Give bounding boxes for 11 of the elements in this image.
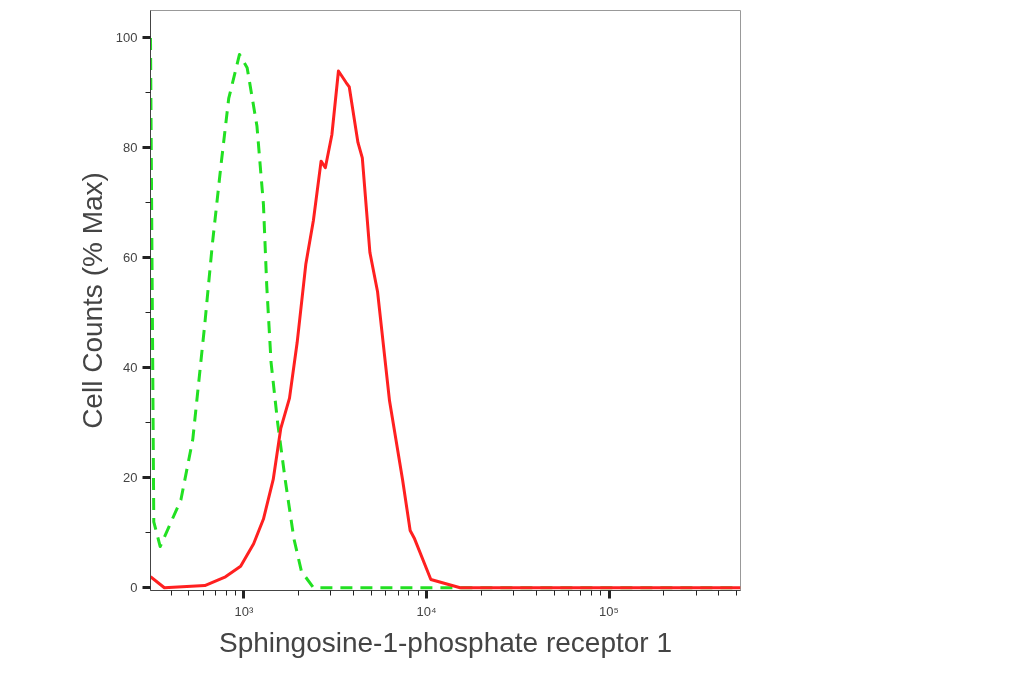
y-axis-title: Cell Counts (% Max) [76,172,108,429]
y-tick-label: 20 [123,470,138,486]
x-tick-label: 10⁴ [416,603,437,619]
x-tick-label: 10⁵ [599,603,619,619]
y-tick-label: 80 [123,140,138,156]
y-tick-label: 0 [130,580,138,596]
y-tick-label: 60 [123,250,138,266]
x-tick-label: 10³ [234,603,254,619]
y-tick-label: 40 [123,360,138,376]
y-tick-label: 100 [115,30,138,46]
x-axis-title: Sphingosine-1-phosphate receptor 1 [219,626,672,658]
